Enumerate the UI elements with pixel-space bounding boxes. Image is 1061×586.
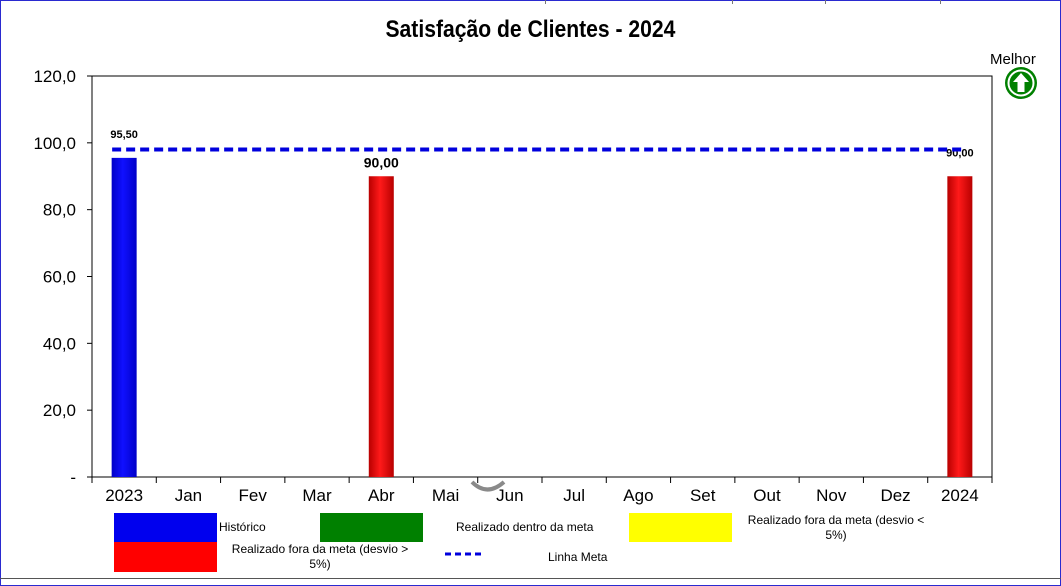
x-tick-label: Jul (563, 486, 585, 505)
x-tick-label: Mar (302, 486, 332, 505)
y-tick-label: 100,0 (33, 134, 76, 153)
x-tick-label: Jun (496, 486, 523, 505)
y-tick-label: 60,0 (43, 268, 76, 287)
x-tick-label: Nov (816, 486, 847, 505)
x-tick-label: Fev (239, 486, 268, 505)
x-tick-label: Out (753, 486, 781, 505)
page-break-mark (470, 480, 506, 492)
y-tick-label: - (70, 468, 76, 487)
chart-title: Satisfação de Clientes - 2024 (385, 16, 676, 43)
bar-abr (368, 176, 394, 477)
up-arrow-icon (1005, 67, 1037, 99)
legend-label-fora-meta-amarelo: Realizado fora da meta (desvio < 5%) (747, 513, 925, 542)
legend-label-fora-meta: Realizado fora da meta (desvio > 5%) (231, 542, 409, 571)
y-tick-label: 80,0 (43, 201, 76, 220)
best-direction-label: Melhor (990, 51, 1036, 68)
y-tick-label: 120,0 (33, 67, 76, 86)
bottom-divider (0, 578, 1061, 579)
x-tick-label: Dez (880, 486, 910, 505)
x-axis: 2023 Jan Fev Mar Abr Mai Jun Jul Ago Set Out Nov Dez… (91, 477, 993, 505)
data-label: 95,50 (110, 129, 138, 141)
legend-swatch-linha-meta (445, 552, 485, 556)
x-tick-label: 2024 (941, 486, 979, 505)
legend-label-historico: Histórico (219, 520, 266, 534)
top-gridline-ticks (0, 0, 1061, 4)
y-tick-label: 20,0 (43, 401, 76, 420)
x-tick-label: Jan (175, 486, 202, 505)
bar-2024 (947, 176, 973, 477)
legend-swatch-fora-meta-amarelo (629, 513, 732, 542)
legend-swatch-dentro-meta (320, 513, 423, 542)
x-tick-label: 2023 (105, 486, 143, 505)
x-tick-label: Set (690, 486, 716, 505)
y-axis: - 20,0 40,0 60,0 80,0 100,0 120,0 (33, 67, 92, 487)
x-tick-label: Abr (368, 486, 395, 505)
data-label: 90,00 (364, 154, 399, 170)
legend-label-dentro-meta: Realizado dentro da meta (456, 520, 594, 534)
x-tick-label: Ago (623, 486, 653, 505)
plot-area (91, 75, 993, 478)
y-tick-label: 40,0 (43, 334, 76, 353)
x-tick-label: Mai (432, 486, 459, 505)
legend-swatch-historico (114, 513, 217, 542)
legend-label-linha-meta: Linha Meta (548, 550, 608, 564)
legend-swatch-fora-meta (114, 542, 217, 572)
bar-2023 (111, 157, 137, 477)
